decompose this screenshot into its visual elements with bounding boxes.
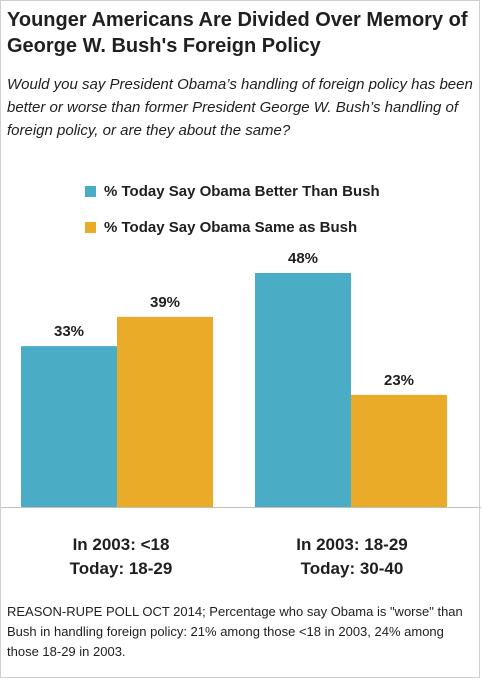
category-label-line: Today: 30-40: [300, 559, 404, 578]
category-label-line: In 2003: 18-29: [296, 535, 408, 554]
data-label-same-1: 39%: [150, 294, 180, 311]
footnote: REASON-RUPE POLL OCT 2014; Percentage wh…: [7, 604, 463, 659]
legend-label-better: % Today Say Obama Better Than Bush: [104, 182, 380, 200]
category-label-group-1: In 2003: <18 Today: 18-29: [21, 533, 221, 581]
data-label-better-2: 48%: [288, 250, 318, 267]
bar-better-2: [255, 273, 351, 507]
category-label-line: In 2003: <18: [72, 535, 170, 554]
chart-title: Younger Americans Are Divided Over Memor…: [7, 9, 468, 57]
category-label-line: Today: 18-29: [69, 559, 173, 578]
legend: % Today Say Obama Better Than Bush % Tod…: [85, 173, 465, 245]
chart-subtitle: Would you say President Obama’s handling…: [7, 76, 473, 139]
category-label-group-2: In 2003: 18-29 Today: 30-40: [252, 533, 452, 581]
data-label-same-2: 23%: [384, 372, 414, 389]
legend-item-same: % Today Say Obama Same as Bush: [85, 209, 465, 245]
legend-item-better: % Today Say Obama Better Than Bush: [85, 173, 465, 209]
bar-same-1: [117, 316, 213, 507]
bar-better-1: [21, 346, 117, 507]
legend-label-same: % Today Say Obama Same as Bush: [104, 218, 358, 236]
bar-same-2: [351, 394, 447, 507]
legend-swatch-same: [85, 221, 96, 233]
legend-swatch-better: [85, 185, 96, 197]
data-label-better-1: 33%: [54, 323, 84, 340]
